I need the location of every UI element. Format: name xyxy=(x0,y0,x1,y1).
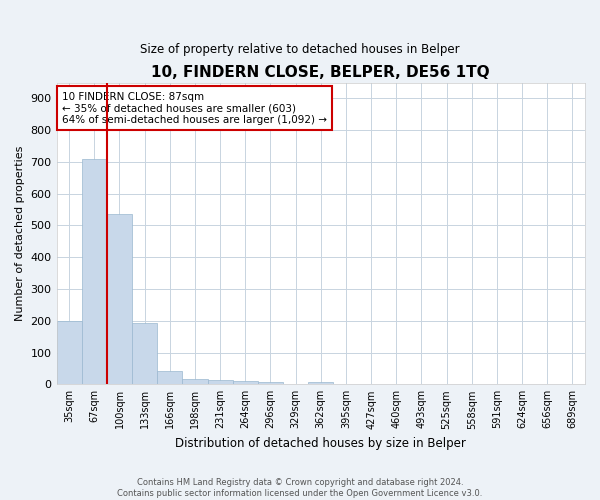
Text: 10 FINDERN CLOSE: 87sqm
← 35% of detached houses are smaller (603)
64% of semi-d: 10 FINDERN CLOSE: 87sqm ← 35% of detache… xyxy=(62,92,327,125)
Bar xyxy=(107,214,132,384)
Title: 10, FINDERN CLOSE, BELPER, DE56 1TQ: 10, FINDERN CLOSE, BELPER, DE56 1TQ xyxy=(151,65,490,80)
Bar xyxy=(208,380,233,384)
Bar xyxy=(182,378,208,384)
Bar xyxy=(56,321,82,384)
Bar xyxy=(258,382,283,384)
Y-axis label: Number of detached properties: Number of detached properties xyxy=(15,146,25,321)
Bar xyxy=(233,381,258,384)
Bar xyxy=(157,371,182,384)
X-axis label: Distribution of detached houses by size in Belper: Distribution of detached houses by size … xyxy=(175,437,466,450)
Text: Contains HM Land Registry data © Crown copyright and database right 2024.
Contai: Contains HM Land Registry data © Crown c… xyxy=(118,478,482,498)
Bar xyxy=(82,159,107,384)
Bar xyxy=(308,382,334,384)
Text: Size of property relative to detached houses in Belper: Size of property relative to detached ho… xyxy=(140,42,460,56)
Bar xyxy=(132,323,157,384)
